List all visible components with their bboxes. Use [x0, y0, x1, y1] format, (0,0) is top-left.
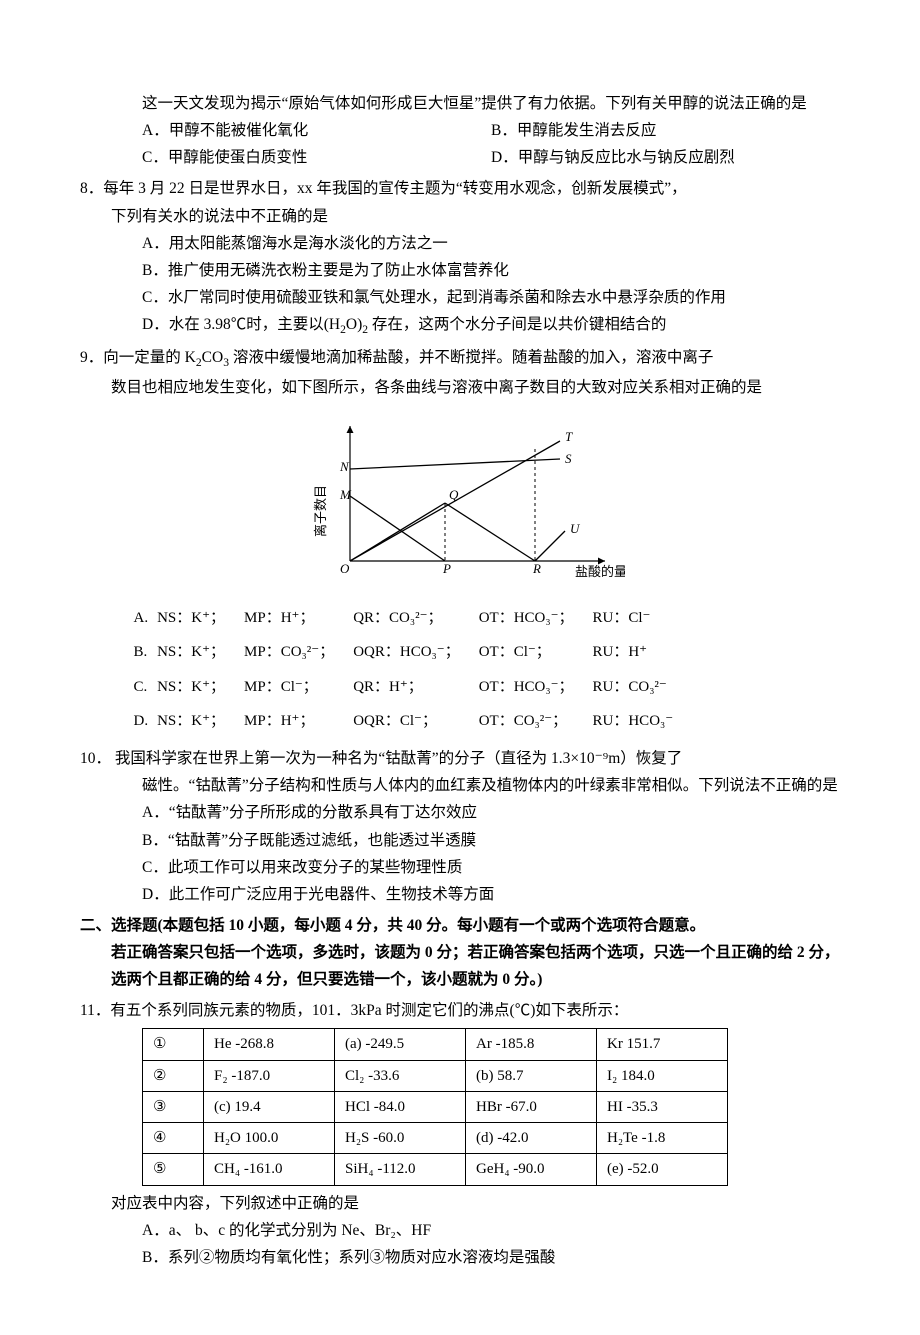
q10-opt-b: B．“钴酞菁”分子既能透过滤纸，也能透过半透膜: [80, 827, 840, 854]
q9-stem2: 数目也相应地发生变化，如下图所示，各条曲线与溶液中离子数目的大致对应关系相对正确…: [80, 374, 840, 401]
table-cell: HI -35.3: [597, 1091, 728, 1122]
q9-options: A.NS：K⁺；MP：H⁺；QR：CO₃²⁻；OT：HCO₃⁻；RU：Cl⁻B.…: [80, 598, 840, 741]
q9-opt-cell: QR：CO₃²⁻；: [352, 604, 478, 632]
q11-after: 对应表中内容，下列叙述中正确的是: [80, 1190, 840, 1217]
table-cell: Kr 151.7: [597, 1029, 728, 1060]
table-cell: (d) -42.0: [466, 1123, 597, 1154]
q9-opt-cell: MP：Cl⁻；: [243, 673, 352, 701]
svg-text:M: M: [339, 487, 352, 502]
q7-opt-b: B．甲醇能发生消去反应: [491, 117, 840, 144]
table-cell: H₂O 100.0: [204, 1123, 335, 1154]
table-cell: He -268.8: [204, 1029, 335, 1060]
table-cell: (b) 58.7: [466, 1060, 597, 1091]
q9-opt-cell: NS：K⁺；: [156, 707, 243, 735]
q8-opt-a: A．用太阳能蒸馏海水是海水淡化的方法之一: [80, 230, 840, 257]
q9-opt-cell: RU：CO₃²⁻: [592, 673, 692, 701]
q8-opt-c: C．水厂常同时使用硫酸亚铁和氯气处理水，起到消毒杀菌和除去水中悬浮杂质的作用: [80, 284, 840, 311]
table-cell: I₂ 184.0: [597, 1060, 728, 1091]
q7-opt-c: C．甲醇能使蛋白质变性: [142, 144, 491, 171]
q9-opt-cell: A.: [133, 604, 157, 632]
table-cell: GeH₄ -90.0: [466, 1154, 597, 1185]
q10-stem2: 磁性。“钴酞菁”分子结构和性质与人体内的血红素及植物体内的叶绿素非常相似。下列说…: [80, 772, 840, 799]
q9-opt-cell: QR：H⁺；: [352, 673, 478, 701]
q10-opt-c: C．此项工作可以用来改变分子的某些物理性质: [80, 854, 840, 881]
q7-stem-line: 这一天文发现为揭示“原始气体如何形成巨大恒星”提供了有力依据。下列有关甲醇的说法…: [80, 90, 840, 117]
q9-opt-cell: OQR：HCO₃⁻；: [352, 638, 478, 666]
table-cell: HCl -84.0: [335, 1091, 466, 1122]
q10-stem1: 10． 我国科学家在世界上第一次为一种名为“钴酞菁”的分子（直径为 1.3×10…: [80, 745, 840, 772]
q9-opt-cell: OT：HCO₃⁻；: [478, 604, 592, 632]
q8-opt-d: D．水在 3.98℃时，主要以(H2O)2 存在，这两个水分子间是以共价键相结合…: [80, 311, 840, 340]
svg-text:R: R: [532, 561, 541, 576]
q7-opt-d: D．甲醇与钠反应比水与钠反应剧烈: [491, 144, 840, 171]
q9-opt-cell: NS：K⁺；: [156, 638, 243, 666]
q9-chart: 离子数目 盐酸的量 N M O P Q R T S U: [80, 411, 840, 590]
q8-stem1: 8．每年 3 月 22 日是世界水日，xx 年我国的宣传主题为“转变用水观念，创…: [80, 175, 840, 202]
table-cell: HBr -67.0: [466, 1091, 597, 1122]
q9-opt-cell: OQR：Cl⁻；: [352, 707, 478, 735]
q9-stem1: 9．向一定量的 K2CO3 溶液中缓慢地滴加稀盐酸，并不断搅拌。随着盐酸的加入，…: [80, 344, 840, 373]
q10-opt-d: D．此工作可广泛应用于光电器件、生物技术等方面: [80, 881, 840, 908]
q9-opt-cell: OT：CO₃²⁻；: [478, 707, 592, 735]
q10-opt-a: A．“钴酞菁”分子所形成的分散系具有丁达尔效应: [80, 799, 840, 826]
q11-stem: 11．有五个系列同族元素的物质，101．3kPa 时测定它们的沸点(℃)如下表所…: [80, 997, 840, 1024]
table-cell: Ar -185.8: [466, 1029, 597, 1060]
table-rownum: ②: [143, 1060, 204, 1091]
q9-opt-cell: OT：Cl⁻；: [478, 638, 592, 666]
q7-opt-a: A．甲醇不能被催化氧化: [142, 117, 491, 144]
q9-opt-cell: RU：Cl⁻: [592, 604, 692, 632]
table-rownum: ④: [143, 1123, 204, 1154]
table-cell: Cl₂ -33.6: [335, 1060, 466, 1091]
table-rownum: ①: [143, 1029, 204, 1060]
q8-stem2: 下列有关水的说法中不正确的是: [80, 203, 840, 230]
q11-table: ①He -268.8(a) -249.5Ar -185.8Kr 151.7 ②F₂…: [142, 1028, 728, 1185]
q8-opt-b: B．推广使用无磷洗衣粉主要是为了防止水体富营养化: [80, 257, 840, 284]
q9-opt-cell: MP：CO₃²⁻；: [243, 638, 352, 666]
table-cell: H₂Te -1.8: [597, 1123, 728, 1154]
q11-opt-b: B．系列②物质均有氧化性；系列③物质对应水溶液均是强酸: [80, 1244, 840, 1271]
q9-opt-cell: C.: [133, 673, 157, 701]
svg-text:N: N: [339, 459, 350, 474]
q9-opt-cell: MP：H⁺；: [243, 604, 352, 632]
q9-opt-cell: NS：K⁺；: [156, 604, 243, 632]
q9-opt-cell: RU：H⁺: [592, 638, 692, 666]
svg-text:T: T: [565, 429, 573, 444]
svg-text:S: S: [565, 451, 572, 466]
table-cell: SiH₄ -112.0: [335, 1154, 466, 1185]
table-rownum: ③: [143, 1091, 204, 1122]
q9-opt-cell: D.: [133, 707, 157, 735]
table-cell: CH₄ -161.0: [204, 1154, 335, 1185]
svg-text:O: O: [340, 561, 350, 576]
table-cell: (a) -249.5: [335, 1029, 466, 1060]
q9-opt-cell: NS：K⁺；: [156, 673, 243, 701]
table-rownum: ⑤: [143, 1154, 204, 1185]
table-cell: H₂S -60.0: [335, 1123, 466, 1154]
svg-text:P: P: [442, 561, 451, 576]
q11-opt-a: A．a、 b、c 的化学式分别为 Ne、Br₂、HF: [80, 1217, 840, 1244]
table-cell: F₂ -187.0: [204, 1060, 335, 1091]
table-cell: (e) -52.0: [597, 1154, 728, 1185]
svg-text:Q: Q: [449, 487, 459, 502]
table-cell: (c) 19.4: [204, 1091, 335, 1122]
q9-opt-cell: OT：HCO₃⁻；: [478, 673, 592, 701]
q9-opt-cell: RU：HCO₃⁻: [592, 707, 692, 735]
svg-text:盐酸的量: 盐酸的量: [575, 564, 625, 579]
section2-header: 二、选择题(本题包括 10 小题，每小题 4 分，共 40 分。每小题有一个或两…: [80, 912, 840, 993]
svg-text:离子数目: 离子数目: [313, 485, 328, 537]
q9-opt-cell: B.: [133, 638, 157, 666]
q9-opt-cell: MP：H⁺；: [243, 707, 352, 735]
svg-text:U: U: [570, 521, 581, 536]
